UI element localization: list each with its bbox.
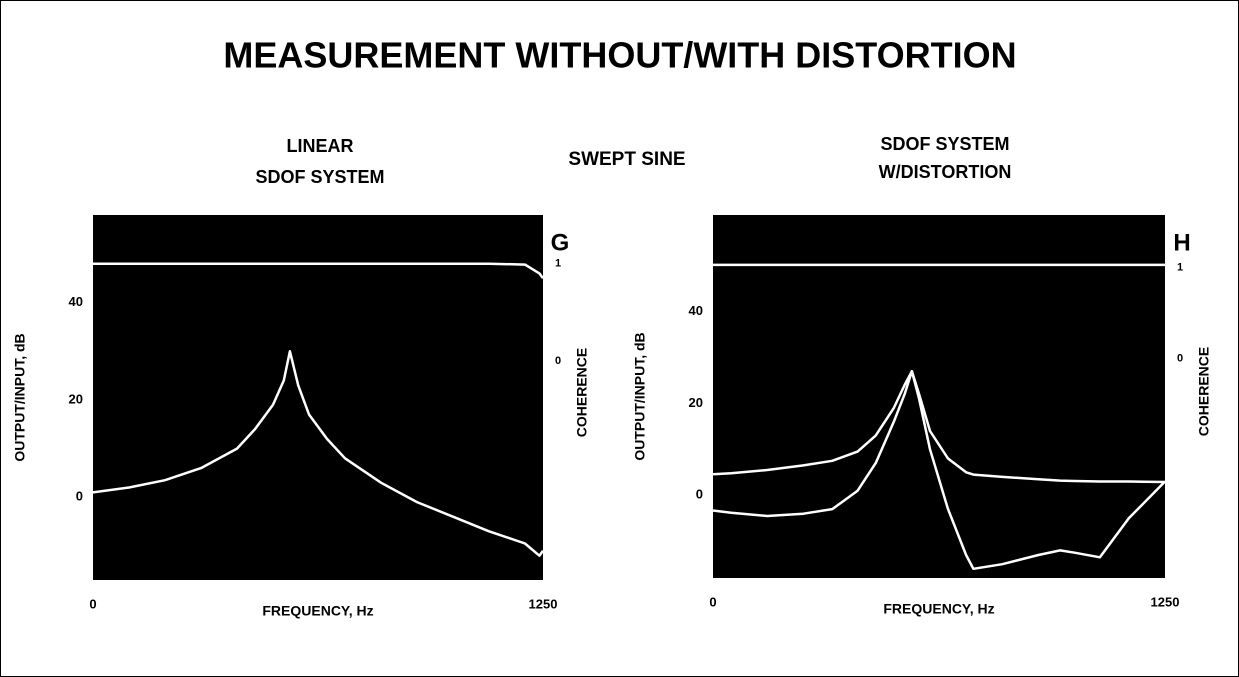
y2-tick-label: 0 xyxy=(1177,352,1183,364)
page-title: MEASUREMENT WITHOUT/WITH DISTORTION xyxy=(223,35,1016,76)
y-tick-label: 20 xyxy=(69,391,83,406)
page-subtitle: SWEPT SINE xyxy=(568,149,685,170)
panel-label: H xyxy=(1173,229,1190,256)
chart-title: W/DISTORTION xyxy=(879,162,1012,182)
plot-area xyxy=(713,215,1165,578)
x-tick-label: 0 xyxy=(709,594,716,609)
x-tick-label: 0 xyxy=(89,596,96,611)
y-tick-label: 0 xyxy=(76,489,83,504)
y2-tick-label: 1 xyxy=(555,258,561,270)
y2-tick-label: 1 xyxy=(1177,262,1183,274)
y-axis-label: OUTPUT/INPUT, dB xyxy=(12,333,28,461)
y-axis-label: OUTPUT/INPUT, dB xyxy=(632,332,648,460)
chart-title: SDOF SYSTEM xyxy=(880,134,1009,154)
y-tick-label: 40 xyxy=(69,294,83,309)
y2-tick-label: 0 xyxy=(555,355,561,367)
x-tick-label: 1250 xyxy=(529,596,558,611)
chart-title: LINEAR xyxy=(287,136,354,156)
y2-axis-label: COHERENCE xyxy=(1196,347,1212,436)
panel-label: G xyxy=(551,229,570,256)
data-line xyxy=(92,350,545,557)
y-tick-label: 0 xyxy=(696,487,703,502)
x-axis-label: FREQUENCY, Hz xyxy=(262,603,373,619)
plot-area xyxy=(93,215,543,580)
data-line xyxy=(93,262,545,280)
y-tick-label: 20 xyxy=(689,395,703,410)
data-line xyxy=(712,369,1166,484)
y2-axis-label: COHERENCE xyxy=(574,348,590,437)
chart-title: SDOF SYSTEM xyxy=(255,167,384,187)
x-axis-label: FREQUENCY, Hz xyxy=(883,601,994,617)
y-tick-label: 40 xyxy=(689,303,703,318)
data-line xyxy=(712,369,1166,571)
x-tick-label: 1250 xyxy=(1151,594,1180,609)
